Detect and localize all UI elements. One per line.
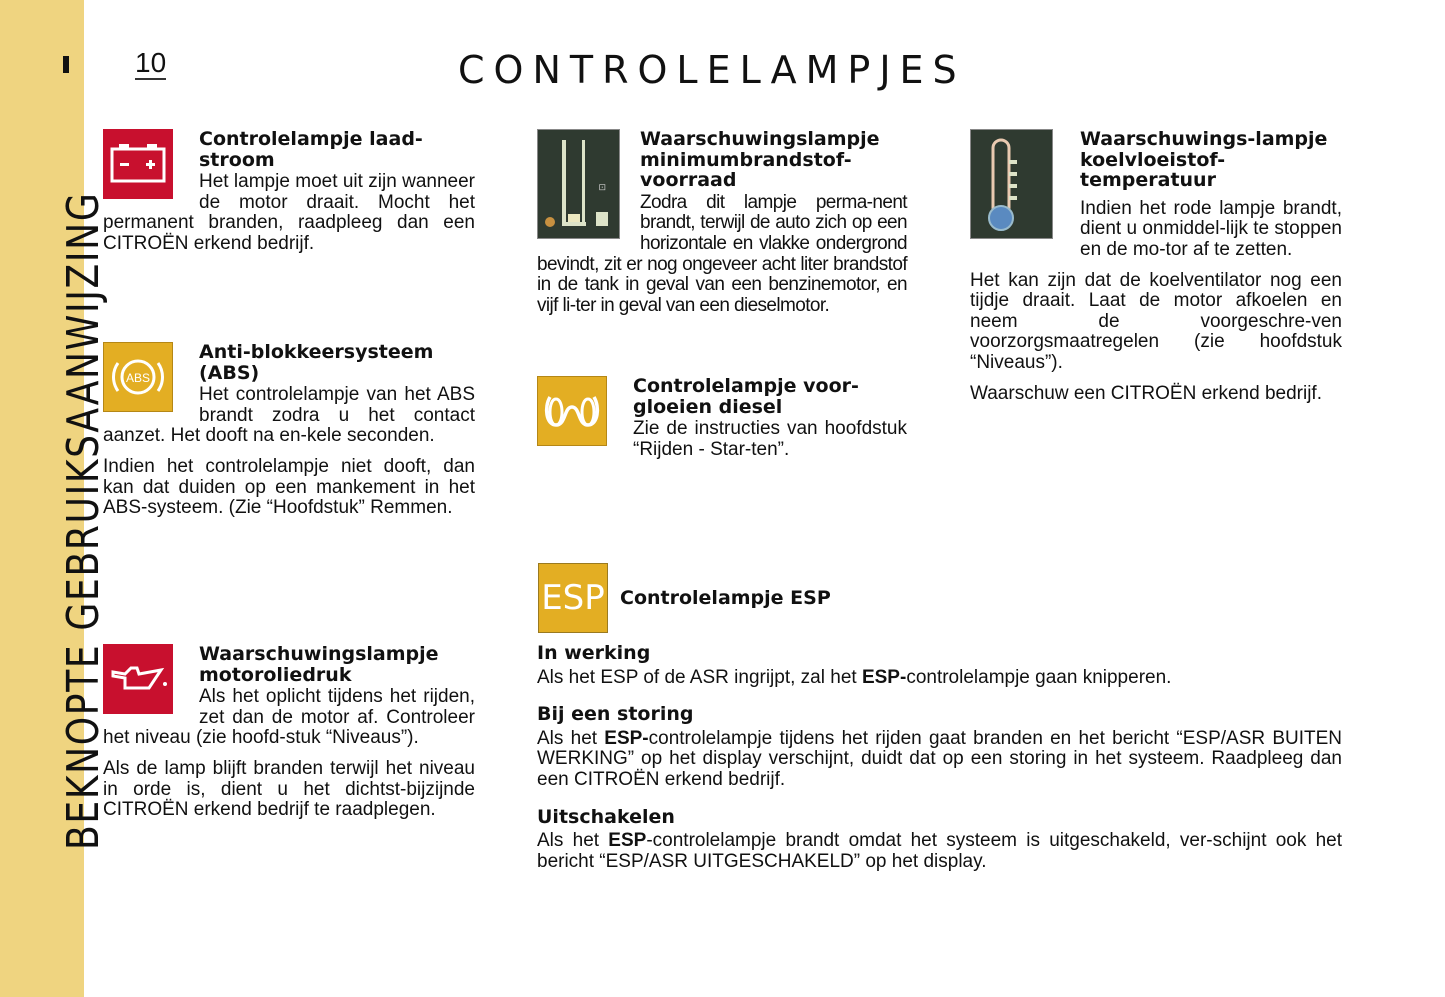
abs-icon: ABS — [103, 342, 173, 412]
section-text: Zie de instructies van hoofdstuk “Rijden… — [633, 418, 907, 460]
fuel-gauge-icon: ⊡ — [537, 129, 620, 239]
svg-text:⊡: ⊡ — [599, 182, 606, 192]
section-glow: Controlelampje voor-gloeien diesel Zie d… — [537, 376, 907, 470]
section-text: Het kan zijn dat de koelventilator nog e… — [970, 269, 1342, 373]
section-oil: Waarschuwingslampje motoroliedruk Als he… — [103, 644, 475, 831]
section-text: Waarschuw een CITROËN erkend bedrijf. — [970, 382, 1322, 404]
section-heading: Controlelampje laad-stroom — [199, 128, 423, 171]
section-esp: In werking Als het ESP of de ASR ingrijp… — [537, 643, 1342, 882]
glow-plug-icon — [537, 376, 607, 446]
section-abs: ABS Anti-blokkeersysteem (ABS) Het contr… — [103, 342, 475, 529]
section-heading: Anti-blokkeersysteem (ABS) — [199, 341, 434, 384]
section-text: Als het oplicht tijdens het rijden, zet … — [103, 686, 475, 749]
subheading: Bij een storing — [537, 703, 694, 726]
section-text: Als het ESP-controlelampje brandt omdat … — [537, 830, 1343, 872]
section-text: Zodra dit lampje perma-nent brandt, terw… — [537, 191, 908, 316]
section-coolant: Waarschuwings-lampje koelvloeistof-tempe… — [970, 129, 1342, 414]
section-text: Als de lamp blijft branden terwijl het n… — [103, 757, 475, 821]
chapter-title: BEKNOPTE GEBRUIKSAANWIJZING — [58, 191, 109, 851]
section-heading: Waarschuwings-lampje koelvloeistof-tempe… — [1080, 128, 1328, 192]
section-heading: Waarschuwingslampje motoroliedruk — [199, 643, 439, 686]
chapter-sidebar: BEKNOPTE GEBRUIKSAANWIJZING — [0, 0, 109, 997]
subheading: In werking — [537, 642, 651, 664]
section-text: Indien het controlelampje niet dooft, da… — [103, 455, 475, 519]
section-text: Het controlelampje van het ABS brandt zo… — [103, 384, 475, 447]
section-heading: Controlelampje voor-gloeien diesel — [633, 375, 859, 418]
subheading: Uitschakelen — [537, 805, 675, 828]
page-title: CONTROLELAMPJES — [458, 48, 966, 92]
oil-can-icon — [103, 644, 173, 714]
section-heading: Waarschuwingslampje minimumbrandstof-voo… — [640, 128, 880, 192]
section-text: Het lampje moet uit zijn wanneer de moto… — [103, 171, 475, 254]
thermometer-icon — [970, 129, 1053, 239]
esp-icon: ESP — [538, 563, 608, 633]
section-text: Als het ESP of de ASR ingrijpt, zal het … — [537, 666, 1172, 688]
svg-text:ABS: ABS — [126, 371, 150, 385]
chapter-marker — [63, 56, 69, 73]
section-text: Als het ESP-controlelampje tijdens het r… — [537, 727, 1342, 790]
esp-heading: Controlelampje ESP — [620, 587, 831, 609]
section-fuel: ⊡ Waarschuwingslampje minimumbrandstof-v… — [537, 128, 908, 326]
page-number: 10 — [135, 47, 167, 80]
section-charge: Controlelampje laad-stroom Het lampje mo… — [103, 129, 475, 265]
section-text: Indien het rode lampje brandt, dient u o… — [1080, 197, 1342, 260]
battery-icon — [103, 129, 173, 199]
